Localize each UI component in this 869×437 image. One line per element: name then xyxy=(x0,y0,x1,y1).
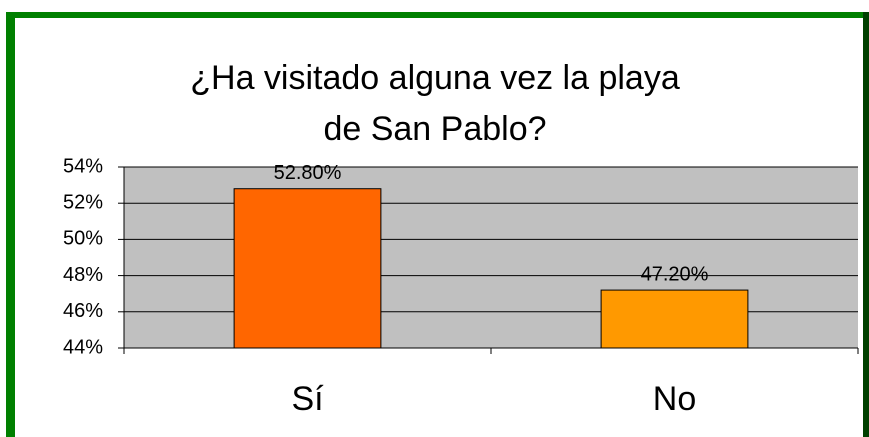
x-tick-label: No xyxy=(653,380,696,418)
x-tick-label: Sí xyxy=(291,380,324,418)
bar xyxy=(233,188,382,349)
y-tick-label: 54% xyxy=(63,155,103,177)
frame-left xyxy=(6,12,15,437)
chart-title: ¿Ha visitado alguna vez la playa xyxy=(190,59,680,97)
frame-top xyxy=(6,12,869,18)
data-label: 47.20% xyxy=(641,263,709,285)
y-tick-label: 52% xyxy=(63,191,103,213)
y-tick-label: 46% xyxy=(63,300,103,322)
y-tick-label: 50% xyxy=(63,228,103,250)
data-label: 52.80% xyxy=(274,162,342,184)
y-tick-label: 48% xyxy=(63,264,103,286)
chart-title: de San Pablo? xyxy=(323,110,546,148)
bar xyxy=(600,289,749,349)
frame-right xyxy=(863,12,869,437)
y-tick-label: 44% xyxy=(63,336,103,358)
